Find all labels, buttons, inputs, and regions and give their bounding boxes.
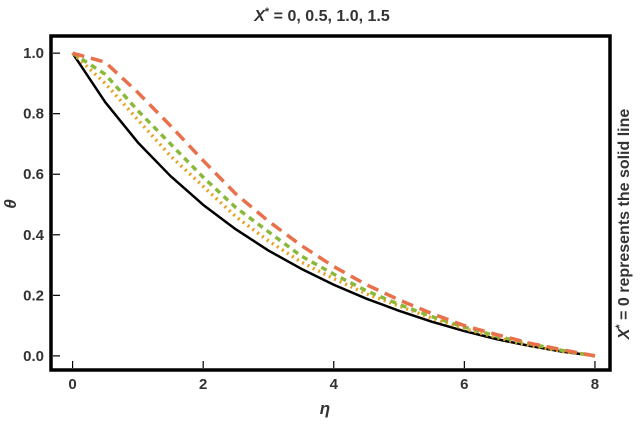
title-variable: X	[253, 8, 266, 25]
title-values: = 0, 0.5, 1.0, 1.5	[269, 8, 390, 25]
right-annotation-variable: X	[616, 327, 633, 340]
y-tick-label: 0.8	[23, 106, 44, 123]
x-tick-label: 0	[68, 376, 76, 393]
series-line-3	[72, 51, 596, 358]
y-axis-label: θ	[1, 199, 20, 209]
y-tick-label: 0.4	[23, 227, 45, 244]
title-superscript: *	[265, 6, 270, 18]
right-annotation: X* = 0 represents the solid line	[614, 109, 633, 341]
series-line-1	[71, 51, 596, 358]
x-tick-label: 8	[591, 376, 599, 393]
x-tick-label: 2	[199, 376, 207, 393]
y-tick-label: 0.0	[23, 348, 44, 365]
y-tick-label: 0.2	[23, 287, 44, 304]
right-annotation-superscript: *	[614, 324, 626, 329]
x-tick-label: 4	[330, 376, 339, 393]
chart-title: X* = 0, 0.5, 1.0, 1.5	[253, 6, 390, 25]
plot-frame	[49, 34, 612, 372]
y-tick-label: 1.0	[23, 45, 44, 62]
series-line-0	[71, 52, 596, 358]
series-lines	[71, 51, 596, 358]
right-annotation-text: = 0 represents the solid line	[616, 109, 633, 325]
x-axis-label: η	[320, 399, 330, 418]
y-tick-label: 0.6	[23, 166, 44, 183]
series-line-2	[71, 51, 596, 358]
axis-ticks: 0 2 4 6 8 0.0 0.2 0.4 0.6 0.8 1.0	[23, 45, 599, 393]
x-tick-label: 6	[460, 376, 468, 393]
